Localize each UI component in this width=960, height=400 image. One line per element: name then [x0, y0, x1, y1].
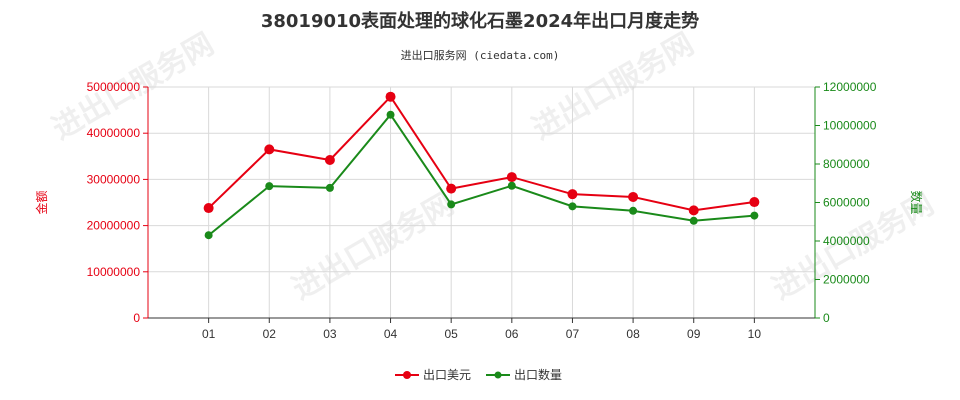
right-tick-label: 10000000 [823, 119, 877, 133]
data-point-quantity [689, 216, 698, 225]
series-line-usd [207, 95, 755, 212]
data-point-usd [324, 154, 335, 165]
data-point-usd [506, 172, 517, 183]
legend-label-usd: 出口美元 [423, 368, 471, 382]
data-point-quantity [204, 231, 213, 240]
data-point-quantity [325, 183, 334, 192]
left-axis-label: 金额 [34, 190, 49, 214]
data-point-usd [749, 197, 760, 208]
x-tick-label: 04 [384, 327, 398, 341]
data-point-quantity [629, 206, 638, 215]
data-point-usd [264, 144, 275, 155]
left-axis-ticks: 0 10000000 20000000 30000000 40000000 5000000… [34, 80, 148, 325]
legend-label-quantity: 出口数量 [514, 367, 562, 382]
right-tick-label: 0 [823, 311, 830, 325]
x-tick-label: 09 [687, 327, 701, 341]
legend: 出口美元 出口数量 [395, 367, 562, 382]
data-point-usd [628, 191, 639, 202]
series-layer [203, 91, 760, 240]
x-tick-label: 08 [626, 327, 640, 341]
data-point-quantity [750, 211, 759, 220]
x-tick-label: 03 [323, 327, 337, 341]
x-axis-ticks: 01 02 03 04 05 06 07 08 09 10 [202, 318, 761, 341]
right-axis-label: 数量 [909, 190, 924, 214]
right-tick-label: 6000000 [823, 196, 870, 210]
left-tick-label: 20000000 [87, 219, 141, 233]
data-point-usd [567, 189, 578, 200]
data-point-quantity [386, 110, 395, 119]
legend-marker-quantity [494, 371, 502, 379]
x-tick-label: 01 [202, 327, 216, 341]
data-point-quantity [447, 200, 456, 209]
right-tick-label: 8000000 [823, 157, 870, 171]
left-tick-label: 30000000 [87, 172, 141, 186]
left-tick-label: 40000000 [87, 126, 141, 140]
series-line-quantity [208, 113, 755, 237]
x-tick-label: 02 [263, 327, 277, 341]
left-tick-label: 10000000 [87, 265, 141, 279]
data-point-quantity [507, 181, 516, 190]
legend-marker-usd [403, 371, 411, 379]
chart-title: 38019010表面处理的球化石墨2024年出口月度走势 [261, 10, 699, 32]
x-tick-label: 06 [505, 327, 519, 341]
x-tick-label: 05 [445, 327, 459, 341]
data-point-usd [385, 91, 396, 102]
chart-subtitle: 进出口服务网 (ciedata.com) [401, 48, 560, 62]
right-axis-ticks: 0 2000000 4000000 6000000 8000000 10000000 120… [815, 80, 924, 325]
right-tick-label: 4000000 [823, 234, 870, 248]
data-point-quantity [568, 202, 577, 211]
data-point-usd [688, 205, 699, 216]
x-tick-label: 10 [748, 327, 762, 341]
right-tick-label: 12000000 [823, 80, 877, 94]
data-point-usd [203, 203, 214, 214]
left-tick-label: 0 [133, 311, 140, 325]
data-point-quantity [265, 182, 274, 191]
right-tick-label: 2000000 [823, 273, 870, 287]
data-point-usd [446, 183, 457, 194]
left-tick-label: 50000000 [87, 80, 141, 94]
x-tick-label: 07 [566, 327, 580, 341]
watermark-text: 进出口服务网 [287, 187, 460, 307]
